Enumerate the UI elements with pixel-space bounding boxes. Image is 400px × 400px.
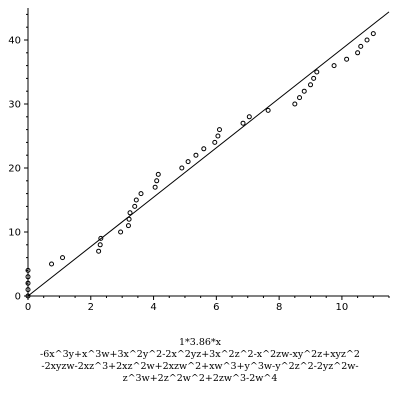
- data-point: [25, 267, 31, 273]
- data-point: [344, 56, 350, 62]
- data-point: [216, 127, 222, 133]
- caption-line: 1*3.86*x: [178, 337, 222, 348]
- data-point: [118, 229, 124, 235]
- data-point: [125, 223, 131, 229]
- data-point: [98, 235, 104, 241]
- data-point: [185, 159, 191, 165]
- data-point: [308, 82, 314, 88]
- data-point: [152, 184, 158, 190]
- data-point: [132, 203, 138, 209]
- data-point: [126, 216, 132, 222]
- y-tick-label: 10: [8, 228, 21, 239]
- data-point: [358, 43, 364, 49]
- data-point: [240, 120, 246, 126]
- fit-line: [27, 11, 390, 297]
- data-point: [311, 75, 317, 81]
- x-tick-label: 4: [150, 302, 156, 313]
- x-tick-label: 2: [88, 302, 94, 313]
- data-point: [25, 280, 31, 286]
- data-point: [97, 242, 103, 248]
- data-point: [265, 107, 271, 113]
- x-tick-label: 6: [213, 302, 219, 313]
- data-point: [297, 95, 303, 101]
- plot-caption: 1*3.86*x -6x^3y+x^3w+3x^2y^2-2x^2yz+3x^2…: [0, 337, 400, 385]
- x-tick-label: 10: [336, 302, 349, 313]
- data-point: [246, 114, 252, 120]
- x-tick-label: 0: [25, 302, 31, 313]
- caption-line: -6x^3y+x^3w+3x^2y^2-2x^2yz+3x^2z^2-x^2zw…: [40, 349, 360, 360]
- fit-line-layer: [27, 11, 390, 297]
- data-point: [25, 274, 31, 280]
- data-point: [355, 50, 361, 56]
- y-tick-label: 20: [8, 164, 21, 175]
- caption-line: -2xyzw-2xz^3+2xz^2w+2xzw^2+xw^3+y^3w-y^2…: [41, 361, 359, 372]
- x-tick-label: 8: [276, 302, 282, 313]
- data-point: [364, 37, 370, 43]
- y-tick-label: 30: [8, 100, 21, 111]
- data-point: [301, 88, 307, 94]
- y-tick-label: 40: [8, 36, 21, 47]
- data-point: [127, 210, 133, 216]
- data-point: [212, 139, 218, 145]
- data-point: [96, 248, 102, 254]
- data-point: [179, 165, 185, 171]
- data-point: [25, 287, 31, 293]
- y-tick-label: 0: [15, 292, 21, 303]
- data-point: [60, 255, 66, 261]
- data-point: [25, 293, 31, 299]
- caption-line: z^3w+2z^2w^2+2zw^3-2w^4: [122, 373, 278, 384]
- data-point: [370, 31, 376, 37]
- axes-layer: 0 2 4 6 8 10 0 10 20 30 40: [8, 8, 390, 313]
- data-point: [193, 152, 199, 158]
- data-point: [314, 69, 320, 75]
- data-point: [215, 133, 221, 139]
- data-point: [331, 63, 337, 69]
- data-point: [292, 101, 298, 107]
- data-point: [133, 197, 139, 203]
- data-point: [201, 146, 207, 152]
- data-point: [155, 171, 161, 177]
- data-points-layer: [25, 31, 376, 299]
- data-point: [154, 178, 160, 184]
- data-point: [49, 261, 55, 267]
- data-point: [138, 191, 144, 197]
